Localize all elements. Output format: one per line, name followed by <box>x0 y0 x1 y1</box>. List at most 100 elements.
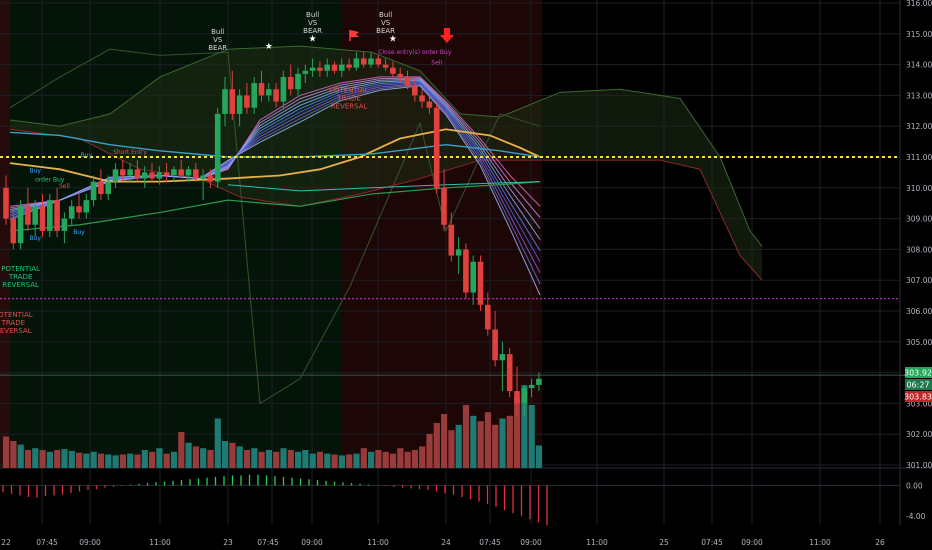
candle-51[interactable] <box>375 55 382 68</box>
candle-body-4 <box>32 206 38 225</box>
candle-66[interactable] <box>485 292 491 336</box>
candle-body-41 <box>302 70 309 74</box>
candle-73[interactable] <box>536 372 542 392</box>
candle-36[interactable] <box>266 83 272 102</box>
candle-56[interactable] <box>412 80 418 102</box>
time-tick-8: 24 <box>441 538 451 547</box>
candle-71[interactable] <box>521 384 528 416</box>
candle-24[interactable] <box>178 160 184 179</box>
candle-4[interactable] <box>32 200 38 238</box>
volume-bar-9 <box>68 450 75 468</box>
candle-19[interactable] <box>141 166 148 188</box>
candle-46[interactable] <box>339 58 345 77</box>
time-axis[interactable]: 22 07:45 09:00 11:00 23 07:45 09:00 11:00 24 07:4… <box>1 538 885 547</box>
candle-5[interactable] <box>39 193 46 238</box>
candle-20[interactable] <box>149 163 155 182</box>
candle-65[interactable] <box>477 255 484 311</box>
candle-59[interactable] <box>433 101 440 194</box>
candle-45[interactable] <box>331 61 338 74</box>
candle-8[interactable] <box>61 212 68 244</box>
annotation-line-4-2: REVERSAL <box>0 327 32 335</box>
candle-26[interactable] <box>193 163 199 182</box>
candle-61[interactable] <box>448 212 455 262</box>
candle-60[interactable] <box>441 169 447 231</box>
candle-34[interactable] <box>251 76 257 114</box>
candle-15[interactable] <box>112 163 119 188</box>
candle-10[interactable] <box>76 193 82 219</box>
candle-37[interactable] <box>273 83 279 108</box>
candle-1[interactable] <box>10 206 17 250</box>
volume-bar-52 <box>382 451 389 468</box>
price-tick-1: 315.00 <box>906 30 932 39</box>
candle-44[interactable] <box>324 58 330 77</box>
candle-68[interactable] <box>499 341 506 392</box>
candle-16[interactable] <box>120 160 126 182</box>
candle-58[interactable] <box>426 95 433 114</box>
candle-62[interactable] <box>455 237 462 275</box>
candlesticks[interactable] <box>3 52 542 416</box>
candle-30[interactable] <box>222 76 228 127</box>
candle-32[interactable] <box>236 89 243 127</box>
candle-43[interactable] <box>317 61 323 77</box>
candle-52[interactable] <box>382 58 389 71</box>
candle-54[interactable] <box>397 67 403 84</box>
horizontal-levels <box>0 156 905 376</box>
candle-18[interactable] <box>134 160 141 182</box>
candle-7[interactable] <box>54 187 60 238</box>
candle-11[interactable] <box>83 193 90 219</box>
time-tick-14: 09:00 <box>741 538 763 547</box>
candle-38[interactable] <box>280 70 287 108</box>
candle-body-19 <box>141 172 148 179</box>
time-tick-9: 07:45 <box>479 538 501 547</box>
candle-64[interactable] <box>470 255 476 305</box>
histogram-panel: 0.00 -4.00 <box>0 474 926 526</box>
candle-31[interactable] <box>229 70 236 121</box>
candle-6[interactable] <box>47 193 53 238</box>
candle-27[interactable] <box>200 169 206 201</box>
candle-33[interactable] <box>244 83 250 114</box>
candle-9[interactable] <box>68 200 75 225</box>
annotation-label-1: Bull VS BEAR <box>303 11 322 35</box>
price-tick-11: 305.00 <box>906 338 932 347</box>
candle-35[interactable] <box>258 70 265 102</box>
candle-42[interactable] <box>309 58 316 77</box>
candle-12[interactable] <box>90 175 97 207</box>
candle-body-33 <box>244 95 250 108</box>
candle-29[interactable] <box>214 107 221 188</box>
time-tick-1: 07:45 <box>36 538 58 547</box>
candle-48[interactable] <box>353 52 360 71</box>
candle-63[interactable] <box>463 243 469 299</box>
candle-69[interactable] <box>506 347 513 398</box>
candle-body-26 <box>193 169 199 179</box>
candle-3[interactable] <box>25 187 31 231</box>
candle-49[interactable] <box>360 52 367 68</box>
candle-28[interactable] <box>207 169 214 188</box>
candle-body-70 <box>514 391 520 404</box>
annotation-note-10: Sell <box>59 183 70 190</box>
candle-2[interactable] <box>17 200 24 250</box>
volume-bar-47 <box>346 454 353 468</box>
candle-21[interactable] <box>156 166 163 185</box>
candle-25[interactable] <box>185 166 192 182</box>
candle-70[interactable] <box>514 366 520 416</box>
candle-0[interactable] <box>3 175 9 225</box>
candle-23[interactable] <box>171 166 177 182</box>
candle-47[interactable] <box>346 58 352 71</box>
candle-body-47 <box>346 64 352 68</box>
candle-40[interactable] <box>295 67 301 96</box>
candle-55[interactable] <box>404 70 411 90</box>
candle-17[interactable] <box>127 163 133 182</box>
candle-57[interactable] <box>419 89 425 108</box>
candle-67[interactable] <box>492 311 498 367</box>
candle-50[interactable] <box>368 52 374 68</box>
candle-14[interactable] <box>105 175 111 201</box>
candle-13[interactable] <box>98 169 104 201</box>
price-tick-3: 313.00 <box>906 91 932 100</box>
candle-39[interactable] <box>287 64 294 96</box>
down-arrow-icon <box>440 28 454 43</box>
candle-22[interactable] <box>163 163 170 182</box>
candle-41[interactable] <box>302 64 309 84</box>
candle-53[interactable] <box>390 61 396 77</box>
candle-72[interactable] <box>528 378 535 398</box>
